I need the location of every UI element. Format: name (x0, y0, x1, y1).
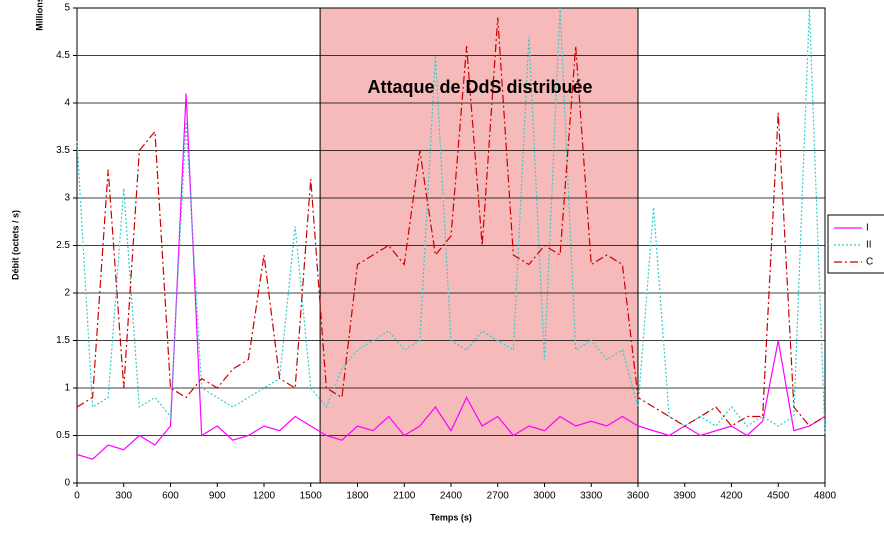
series-line (76, 17, 826, 427)
x-tick-label: 0 (74, 491, 80, 502)
legend-label: C (866, 257, 873, 268)
x-tick-label: 1800 (346, 491, 369, 502)
series-line (76, 93, 826, 460)
x-tick-label: 2400 (440, 491, 463, 502)
x-tick-label: 4800 (814, 491, 837, 502)
legend-label: II (866, 240, 872, 251)
x-tick-label: 2100 (393, 491, 416, 502)
y-tick-label: 3 (64, 193, 70, 204)
y-tick-label: 4 (64, 98, 70, 109)
y-axis-title: Débit (octets / s) (10, 210, 20, 280)
x-tick-label: 1500 (300, 491, 323, 502)
x-tick-label: 300 (115, 491, 132, 502)
x-tick-label: 600 (162, 491, 179, 502)
y-tick-label: 0.5 (56, 430, 70, 441)
y-tick-label: 1.5 (56, 335, 70, 346)
x-tick-label: 3900 (674, 491, 697, 502)
y-tick-label: 0 (64, 478, 70, 489)
legend-label: I (866, 223, 869, 234)
series-line (76, 7, 826, 436)
plot-frame (76, 7, 826, 484)
y-unit-label: Millions (34, 0, 44, 31)
x-tick-label: 900 (209, 491, 226, 502)
y-tick-label: 2.5 (56, 240, 70, 251)
x-tick-label: 3000 (533, 491, 556, 502)
x-tick-label: 4200 (720, 491, 743, 502)
x-axis-title: Temps (s) (430, 512, 472, 522)
x-tick-label: 3600 (627, 491, 650, 502)
legend-box (827, 214, 884, 274)
x-tick-label: 1200 (253, 491, 276, 502)
x-tick-label: 2700 (487, 491, 510, 502)
x-tick-label: 4500 (767, 491, 790, 502)
y-tick-label: 2 (64, 288, 70, 299)
y-tick-label: 3.5 (56, 145, 70, 156)
y-tick-label: 4.5 (56, 50, 70, 61)
annotation: Attaque de DdS distribuée (367, 77, 592, 97)
y-tick-label: 5 (64, 3, 70, 14)
x-tick-label: 3300 (580, 491, 603, 502)
y-tick-label: 1 (64, 383, 70, 394)
